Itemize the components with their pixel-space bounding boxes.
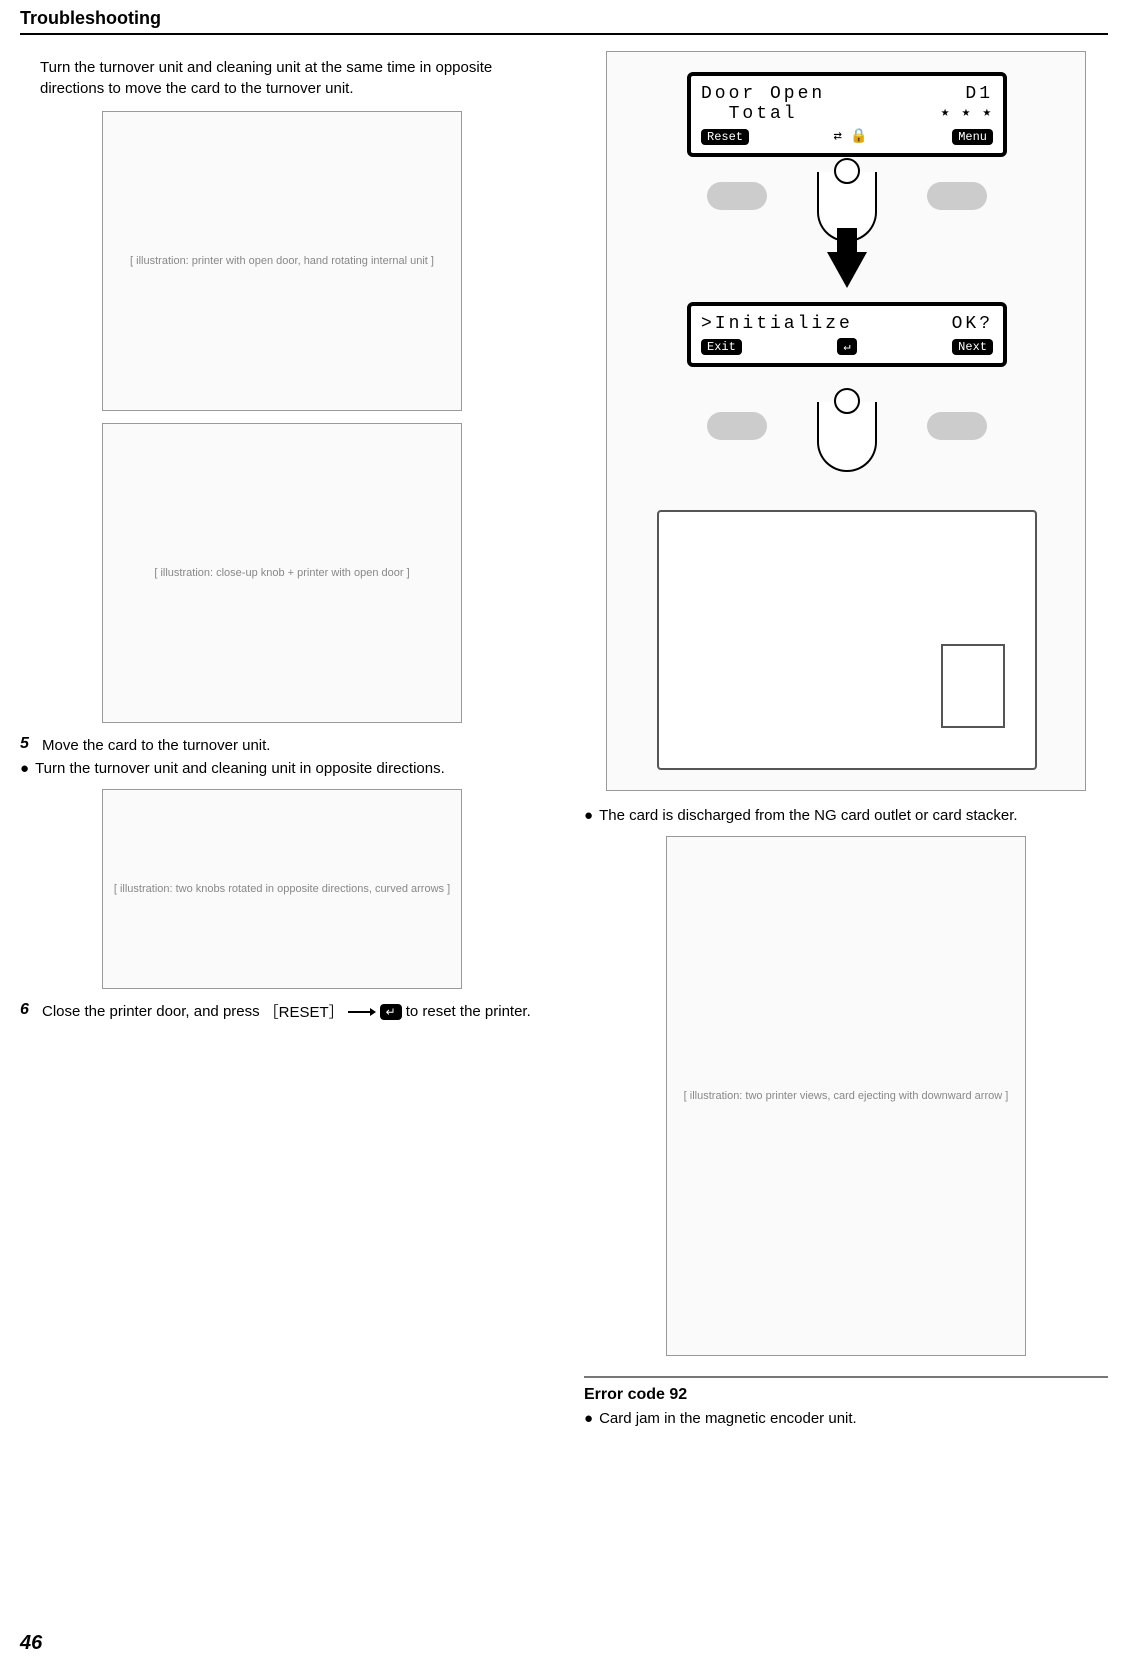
figure-turnover-1: [ illustration: printer with open door, … <box>102 111 462 411</box>
lcd-reset-button[interactable]: Reset <box>701 129 749 145</box>
step-5-bullet: ● Turn the turnover unit and cleaning un… <box>20 760 544 777</box>
lcd-menu-button[interactable]: Menu <box>952 129 993 145</box>
lcd-next-button[interactable]: Next <box>952 339 993 355</box>
intro-text: Turn the turnover unit and cleaning unit… <box>40 57 544 99</box>
error-code-bullet: ● Card jam in the magnetic encoder unit. <box>584 1410 1108 1427</box>
page-number: 46 <box>20 1632 42 1655</box>
step-5: 5 Move the card to the turnover unit. <box>20 735 544 756</box>
step6-prefix: Close the printer door, and press <box>42 1003 260 1020</box>
step-6: 6 Close the printer door, and press ［RES… <box>20 1001 544 1022</box>
lcd-enter-button[interactable]: ↵ <box>837 338 856 355</box>
page-header: Troubleshooting <box>20 0 1108 35</box>
step-number: 5 <box>20 735 34 756</box>
content-columns: Turn the turnover unit and cleaning unit… <box>20 51 1108 1431</box>
figure-alt: [ illustration: printer with open door, … <box>130 255 434 267</box>
physical-button-right[interactable] <box>927 412 987 440</box>
right-column: Door Open Total D1 ★ ★ ★ Reset ⇄ 🔒 Menu <box>584 51 1108 1431</box>
lcd-panel-initialize: >Initialize OK? Exit ↵ Next <box>687 302 1007 367</box>
bullet-text: Card jam in the magnetic encoder unit. <box>599 1410 857 1427</box>
figure-lcd-sequence: Door Open Total D1 ★ ★ ★ Reset ⇄ 🔒 Menu <box>606 51 1086 791</box>
lcd-exit-button[interactable]: Exit <box>701 339 742 355</box>
bullet-text: The card is discharged from the NG card … <box>599 807 1018 824</box>
figure-alt: [ illustration: two printer views, card … <box>684 1090 1009 1102</box>
step-number: 6 <box>20 1001 34 1022</box>
bullet-dot: ● <box>584 1410 593 1427</box>
physical-button-left[interactable] <box>707 412 767 440</box>
lcd-icons: ⇄ 🔒 <box>833 128 867 145</box>
arrow-down-icon <box>827 252 867 288</box>
reset-label: ［RESET］ <box>264 1001 344 1022</box>
finger-press-icon <box>817 402 877 472</box>
lcd-stars: ★ ★ ★ <box>941 104 993 121</box>
step-6-text: Close the printer door, and press ［RESET… <box>42 1001 531 1022</box>
figure-opposite-rotation: [ illustration: two knobs rotated in opp… <box>102 789 462 989</box>
physical-button-right[interactable] <box>927 182 987 210</box>
discharge-bullet: ● The card is discharged from the NG car… <box>584 807 1108 824</box>
step6-suffix: to reset the printer. <box>406 1003 531 1020</box>
arrow-right-icon <box>348 1007 376 1017</box>
lcd-line2: Total <box>701 104 825 124</box>
bullet-text: Turn the turnover unit and cleaning unit… <box>35 760 445 777</box>
lcd-panel-door-open: Door Open Total D1 ★ ★ ★ Reset ⇄ 🔒 Menu <box>687 72 1007 157</box>
error-code-title: Error code 92 <box>584 1386 1108 1404</box>
lcd-right1: OK? <box>952 314 993 334</box>
figure-card-discharge: [ illustration: two printer views, card … <box>666 836 1026 1356</box>
lcd-right1: D1 <box>941 84 993 104</box>
figure-alt: [ illustration: close-up knob + printer … <box>154 567 409 579</box>
physical-button-left[interactable] <box>707 182 767 210</box>
step-text: Move the card to the turnover unit. <box>42 735 270 756</box>
lcd-line1: >Initialize <box>701 314 853 334</box>
section-divider <box>584 1376 1108 1378</box>
bullet-dot: ● <box>584 807 593 824</box>
left-column: Turn the turnover unit and cleaning unit… <box>20 51 544 1431</box>
lcd-line1: Door Open <box>701 84 825 104</box>
figure-alt: [ illustration: two knobs rotated in opp… <box>114 883 450 895</box>
enter-key-icon: ↵ <box>380 1004 402 1020</box>
printer-body-illustration <box>657 510 1037 770</box>
figure-turnover-2: [ illustration: close-up knob + printer … <box>102 423 462 723</box>
bullet-dot: ● <box>20 760 29 777</box>
